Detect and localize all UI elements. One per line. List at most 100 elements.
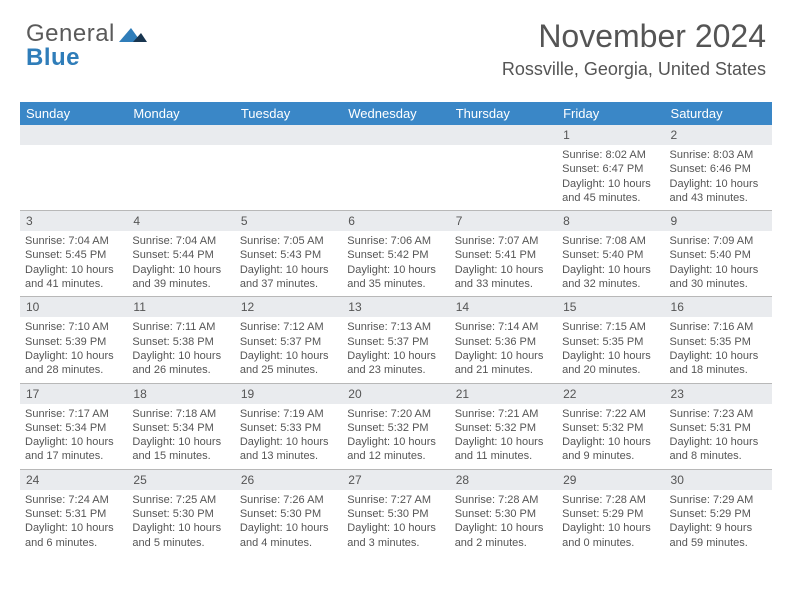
sunset-line: Sunset: 5:35 PM — [562, 335, 659, 349]
sunrise-line: Sunrise: 7:06 AM — [347, 234, 444, 248]
dow-header-tuesday: Tuesday — [235, 102, 342, 125]
day-cell: 14Sunrise: 7:14 AMSunset: 5:36 PMDayligh… — [450, 297, 557, 382]
sunrise-line: Sunrise: 7:09 AM — [670, 234, 767, 248]
daylight-line: Daylight: 10 hours and 39 minutes. — [132, 263, 229, 292]
day-details: Sunrise: 8:02 AMSunset: 6:47 PMDaylight:… — [557, 145, 664, 210]
sunset-line: Sunset: 5:45 PM — [25, 248, 122, 262]
daylight-line: Daylight: 10 hours and 45 minutes. — [562, 177, 659, 206]
sunrise-line: Sunrise: 7:13 AM — [347, 320, 444, 334]
sunrise-line: Sunrise: 8:03 AM — [670, 148, 767, 162]
day-cell: 18Sunrise: 7:18 AMSunset: 5:34 PMDayligh… — [127, 384, 234, 469]
dow-header-sunday: Sunday — [20, 102, 127, 125]
sunset-line: Sunset: 5:29 PM — [562, 507, 659, 521]
sunset-line: Sunset: 5:33 PM — [240, 421, 337, 435]
day-details: Sunrise: 7:27 AMSunset: 5:30 PMDaylight:… — [342, 490, 449, 555]
day-number: 15 — [557, 297, 664, 317]
day-number: 3 — [20, 211, 127, 231]
week-row: 10Sunrise: 7:10 AMSunset: 5:39 PMDayligh… — [20, 296, 772, 382]
day-number: 4 — [127, 211, 234, 231]
day-cell: 30Sunrise: 7:29 AMSunset: 5:29 PMDayligh… — [665, 470, 772, 555]
sunrise-line: Sunrise: 7:23 AM — [670, 407, 767, 421]
day-cell: 20Sunrise: 7:20 AMSunset: 5:32 PMDayligh… — [342, 384, 449, 469]
day-details: Sunrise: 7:18 AMSunset: 5:34 PMDaylight:… — [127, 404, 234, 469]
day-details: Sunrise: 7:23 AMSunset: 5:31 PMDaylight:… — [665, 404, 772, 469]
daylight-line: Daylight: 10 hours and 5 minutes. — [132, 521, 229, 550]
daylight-line: Daylight: 10 hours and 6 minutes. — [25, 521, 122, 550]
day-cell: 27Sunrise: 7:27 AMSunset: 5:30 PMDayligh… — [342, 470, 449, 555]
sunset-line: Sunset: 5:32 PM — [455, 421, 552, 435]
day-cell: 4Sunrise: 7:04 AMSunset: 5:44 PMDaylight… — [127, 211, 234, 296]
sunrise-line: Sunrise: 7:10 AM — [25, 320, 122, 334]
day-number: 13 — [342, 297, 449, 317]
day-number: 10 — [20, 297, 127, 317]
daylight-line: Daylight: 10 hours and 23 minutes. — [347, 349, 444, 378]
logo-word-blue: Blue — [26, 44, 115, 72]
day-details: Sunrise: 7:10 AMSunset: 5:39 PMDaylight:… — [20, 317, 127, 382]
day-cell: 24Sunrise: 7:24 AMSunset: 5:31 PMDayligh… — [20, 470, 127, 555]
day-details: Sunrise: 7:20 AMSunset: 5:32 PMDaylight:… — [342, 404, 449, 469]
day-details: Sunrise: 7:26 AMSunset: 5:30 PMDaylight:… — [235, 490, 342, 555]
daylight-line: Daylight: 10 hours and 30 minutes. — [670, 263, 767, 292]
week-row: 3Sunrise: 7:04 AMSunset: 5:45 PMDaylight… — [20, 210, 772, 296]
sunset-line: Sunset: 5:30 PM — [240, 507, 337, 521]
sunset-line: Sunset: 5:43 PM — [240, 248, 337, 262]
day-details: Sunrise: 7:17 AMSunset: 5:34 PMDaylight:… — [20, 404, 127, 469]
sunset-line: Sunset: 5:30 PM — [347, 507, 444, 521]
daylight-line: Daylight: 10 hours and 33 minutes. — [455, 263, 552, 292]
day-number: 8 — [557, 211, 664, 231]
day-cell: 15Sunrise: 7:15 AMSunset: 5:35 PMDayligh… — [557, 297, 664, 382]
day-number — [20, 125, 127, 145]
day-number: 5 — [235, 211, 342, 231]
day-cell: 5 Sunrise: 7:05 AMSunset: 5:43 PMDaylight… — [235, 211, 342, 296]
daylight-line: Daylight: 10 hours and 35 minutes. — [347, 263, 444, 292]
day-details: Sunrise: 7:04 AMSunset: 5:45 PMDaylight:… — [20, 231, 127, 296]
week-row: 1Sunrise: 8:02 AMSunset: 6:47 PMDaylight… — [20, 125, 772, 210]
day-cell: 8Sunrise: 7:08 AMSunset: 5:40 PMDaylight… — [557, 211, 664, 296]
daylight-line: Daylight: 10 hours and 13 minutes. — [240, 435, 337, 464]
sunrise-line: Sunrise: 7:29 AM — [670, 493, 767, 507]
day-number: 30 — [665, 470, 772, 490]
sunset-line: Sunset: 5:40 PM — [670, 248, 767, 262]
logo-text: General Blue — [26, 20, 115, 72]
daylight-line: Daylight: 10 hours and 17 minutes. — [25, 435, 122, 464]
day-cell: 16Sunrise: 7:16 AMSunset: 5:35 PMDayligh… — [665, 297, 772, 382]
day-details: Sunrise: 7:14 AMSunset: 5:36 PMDaylight:… — [450, 317, 557, 382]
day-number: 28 — [450, 470, 557, 490]
sunset-line: Sunset: 5:37 PM — [347, 335, 444, 349]
sunset-line: Sunset: 6:46 PM — [670, 162, 767, 176]
day-details: Sunrise: 7:29 AMSunset: 5:29 PMDaylight:… — [665, 490, 772, 555]
week-row: 17Sunrise: 7:17 AMSunset: 5:34 PMDayligh… — [20, 383, 772, 469]
day-number: 23 — [665, 384, 772, 404]
sunrise-line: Sunrise: 7:28 AM — [455, 493, 552, 507]
day-details: Sunrise: 7:28 AMSunset: 5:30 PMDaylight:… — [450, 490, 557, 555]
day-cell-empty — [127, 125, 234, 210]
day-number: 14 — [450, 297, 557, 317]
sunrise-line: Sunrise: 7:07 AM — [455, 234, 552, 248]
daylight-line: Daylight: 9 hours and 59 minutes. — [670, 521, 767, 550]
day-details: Sunrise: 7:22 AMSunset: 5:32 PMDaylight:… — [557, 404, 664, 469]
daylight-line: Daylight: 10 hours and 12 minutes. — [347, 435, 444, 464]
page-header: November 2024 Rossville, Georgia, United… — [502, 18, 766, 80]
day-number — [450, 125, 557, 145]
daylight-line: Daylight: 10 hours and 18 minutes. — [670, 349, 767, 378]
sunrise-line: Sunrise: 7:18 AM — [132, 407, 229, 421]
daylight-line: Daylight: 10 hours and 37 minutes. — [240, 263, 337, 292]
day-details: Sunrise: 7:28 AMSunset: 5:29 PMDaylight:… — [557, 490, 664, 555]
day-cell-empty — [20, 125, 127, 210]
day-cell-empty — [235, 125, 342, 210]
day-cell: 1Sunrise: 8:02 AMSunset: 6:47 PMDaylight… — [557, 125, 664, 210]
sunset-line: Sunset: 5:35 PM — [670, 335, 767, 349]
day-cell: 7Sunrise: 7:07 AMSunset: 5:41 PMDaylight… — [450, 211, 557, 296]
day-details: Sunrise: 7:06 AMSunset: 5:42 PMDaylight:… — [342, 231, 449, 296]
sunrise-line: Sunrise: 7:04 AM — [132, 234, 229, 248]
day-number: 22 — [557, 384, 664, 404]
sunset-line: Sunset: 5:32 PM — [562, 421, 659, 435]
sunrise-line: Sunrise: 7:05 AM — [240, 234, 337, 248]
sunset-line: Sunset: 5:37 PM — [240, 335, 337, 349]
daylight-line: Daylight: 10 hours and 15 minutes. — [132, 435, 229, 464]
sunrise-line: Sunrise: 7:17 AM — [25, 407, 122, 421]
daylight-line: Daylight: 10 hours and 43 minutes. — [670, 177, 767, 206]
sunrise-line: Sunrise: 7:14 AM — [455, 320, 552, 334]
day-cell: 10Sunrise: 7:10 AMSunset: 5:39 PMDayligh… — [20, 297, 127, 382]
day-number: 2 — [665, 125, 772, 145]
